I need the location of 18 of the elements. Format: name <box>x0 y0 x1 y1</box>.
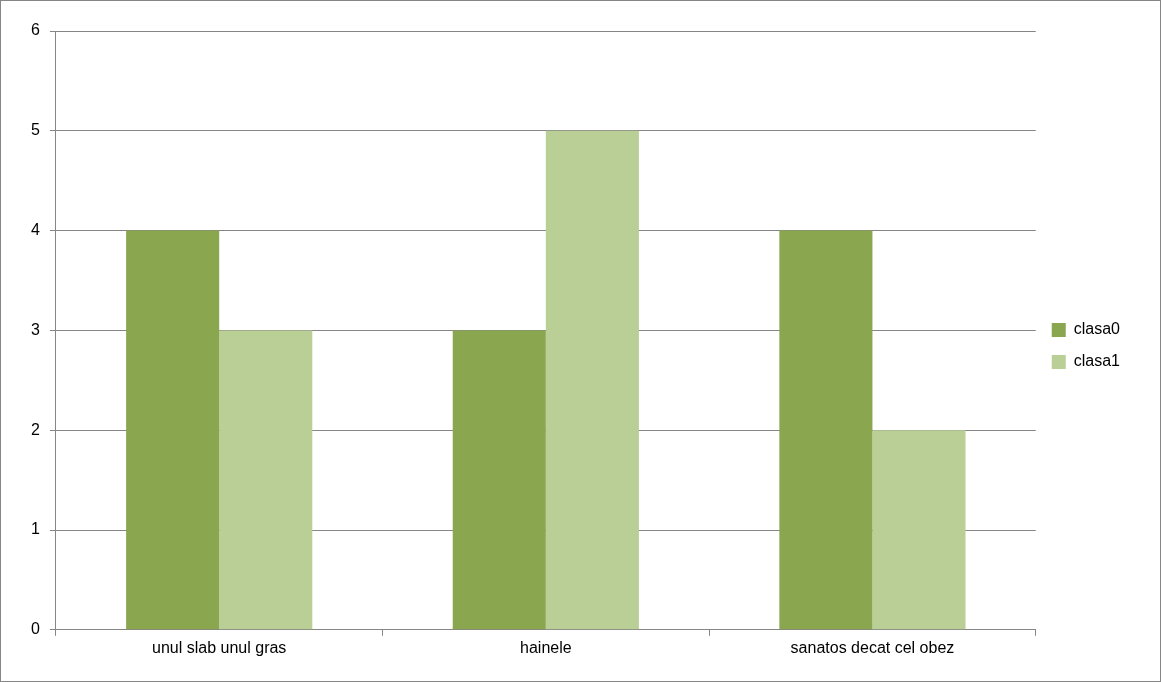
x-tick-label: hainele <box>520 638 572 656</box>
bar <box>545 130 639 630</box>
y-tick-label: 1 <box>30 520 40 538</box>
y-tick-label: 4 <box>30 221 40 239</box>
y-tick-label: 0 <box>30 620 40 638</box>
y-tick-label: 6 <box>30 21 40 39</box>
legend-label: clasa1 <box>1073 352 1121 370</box>
bar <box>219 330 313 630</box>
bar <box>779 230 873 630</box>
x-tick-label: unul slab unul gras <box>152 638 287 656</box>
bar <box>872 430 966 630</box>
legend-label: clasa0 <box>1073 320 1121 338</box>
x-tick-label: sanatos decat cel obez <box>790 638 955 656</box>
y-tick-label: 2 <box>30 420 40 438</box>
y-tick-label: 3 <box>30 320 40 338</box>
bar <box>452 330 546 630</box>
bar <box>126 230 220 630</box>
y-tick-label: 5 <box>30 121 40 139</box>
